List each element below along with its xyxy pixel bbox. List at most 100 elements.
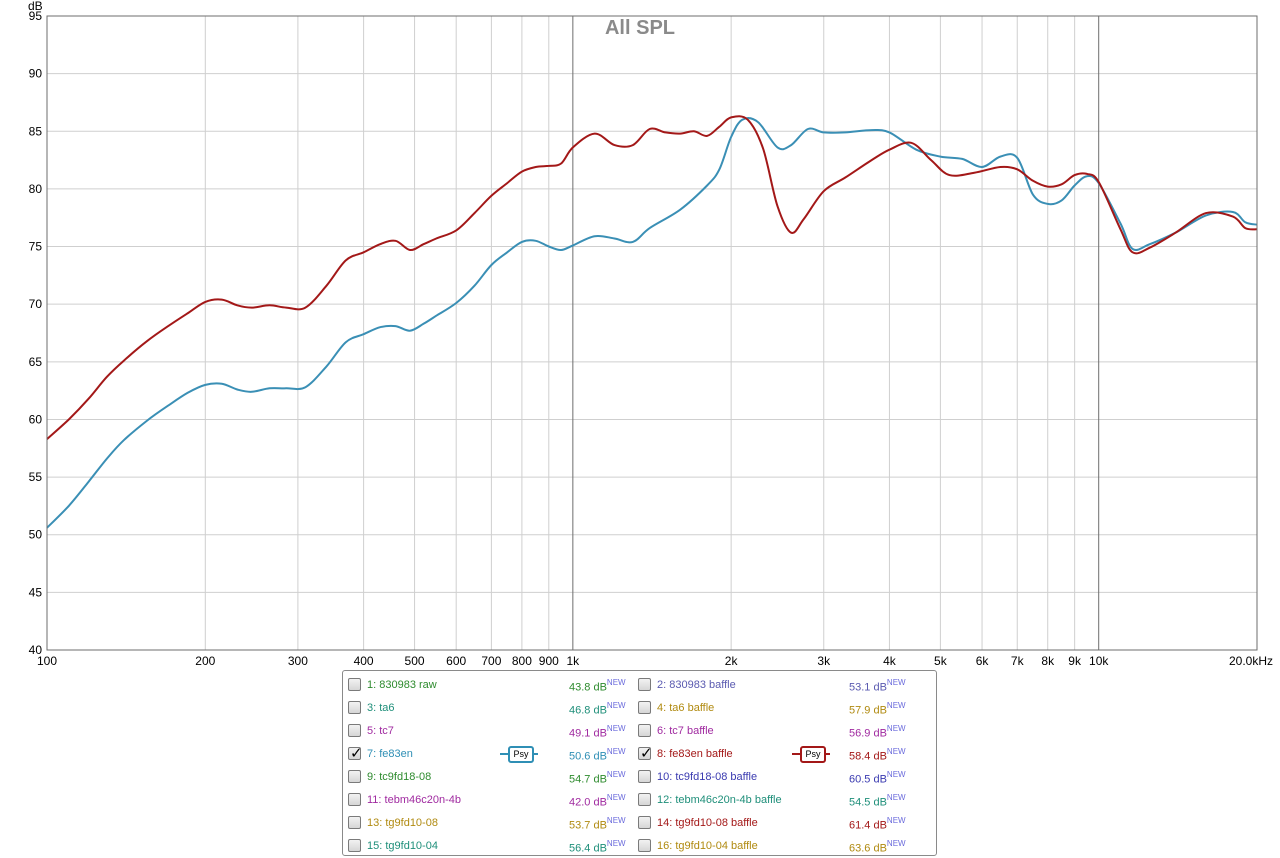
legend-item[interactable]: 11: tebm46c20n-4b 42.0 dBNEW — [348, 789, 633, 812]
legend-checkbox[interactable] — [348, 678, 361, 691]
legend-value-text: 61.4 dB — [849, 819, 887, 832]
x-tick-label: 7k — [1011, 654, 1025, 668]
legend-item[interactable]: 13: tg9fd10-08 53.7 dBNEW — [348, 812, 633, 835]
y-tick-label: 60 — [29, 412, 43, 426]
legend-checkbox[interactable] — [638, 793, 651, 806]
legend-checkbox[interactable] — [638, 701, 651, 714]
y-tick-label: 55 — [29, 470, 43, 484]
legend-value-text: 46.8 dB — [569, 704, 607, 717]
x-tick-label: 400 — [354, 654, 374, 668]
legend-item[interactable]: 10: tc9fd18-08 baffle 60.5 dBNEW — [638, 766, 923, 789]
x-tick-label: 800 — [512, 654, 532, 668]
legend-item[interactable]: ✓ 8: fe83en baffle Psy 58.4 dBNEW — [638, 743, 923, 766]
psy-smoothing-badge[interactable]: Psy — [792, 746, 830, 763]
y-tick-label: 85 — [29, 124, 43, 138]
legend-value: 46.8 dBNEW — [569, 701, 626, 717]
psy-smoothing-badge[interactable]: Psy — [500, 746, 538, 763]
legend-item[interactable]: 2: 830983 baffle 53.1 dBNEW — [638, 674, 923, 697]
plot-background — [47, 16, 1257, 650]
legend-checkbox[interactable] — [638, 816, 651, 829]
legend-row: 9: tc9fd18-08 54.7 dBNEW 10: tc9fd18-08 ba… — [343, 766, 936, 789]
legend-item[interactable]: ✓ 7: fe83en Psy 50.6 dBNEW — [348, 743, 633, 766]
legend-checkbox[interactable] — [348, 770, 361, 783]
legend-label: 6: tc7 baffle — [657, 725, 714, 737]
x-tick-label: 200 — [195, 654, 215, 668]
legend-checkbox[interactable] — [348, 839, 361, 852]
legend-value-text: 43.8 dB — [569, 681, 607, 694]
x-tick-label: 5k — [934, 654, 948, 668]
plot-frame — [46, 15, 1258, 651]
legend-item[interactable]: 4: ta6 baffle 57.9 dBNEW — [638, 697, 923, 720]
legend-value-text: 56.9 dB — [849, 727, 887, 740]
x-tick-label: 20.0kHz — [1229, 654, 1273, 668]
series-line-1 — [46, 117, 1258, 529]
legend-value: 50.6 dBNEW — [569, 747, 626, 763]
new-badge: NEW — [886, 793, 906, 802]
x-tick-label: 1k — [567, 654, 581, 668]
checkmark-icon: ✓ — [640, 744, 653, 762]
legend-checkbox[interactable] — [348, 701, 361, 714]
series-line-2 — [46, 115, 1258, 440]
legend-row: 3: ta6 46.8 dBNEW 4: ta6 baffle 57.9 dBNEW — [343, 697, 936, 720]
legend-item[interactable]: 14: tg9fd10-08 baffle 61.4 dBNEW — [638, 812, 923, 835]
legend-item[interactable]: 16: tg9fd10-04 baffle 63.6 dBNEW — [638, 835, 923, 858]
new-badge: NEW — [606, 701, 626, 710]
legend-item[interactable]: 5: tc7 49.1 dBNEW — [348, 720, 633, 743]
checkmark-icon: ✓ — [350, 744, 363, 762]
legend-checkbox[interactable] — [348, 793, 361, 806]
legend-item[interactable]: 15: tg9fd10-04 56.4 dBNEW — [348, 835, 633, 858]
new-badge: NEW — [606, 747, 626, 756]
legend-value: 60.5 dBNEW — [849, 770, 906, 786]
legend-label: 5: tc7 — [367, 725, 394, 737]
legend-row: ✓ 7: fe83en Psy 50.6 dBNEW ✓ 8: fe83en baffle… — [343, 743, 936, 766]
legend-value: 42.0 dBNEW — [569, 793, 626, 809]
legend-checkbox[interactable] — [348, 724, 361, 737]
legend-checkbox[interactable] — [348, 816, 361, 829]
legend-row: 5: tc7 49.1 dBNEW 6: tc7 baffle 56.9 dB NEW — [343, 720, 936, 743]
legend-row: 15: tg9fd10-04 56.4 dBNEW 16: tg9fd10-04 b… — [343, 835, 936, 858]
series-lines — [46, 115, 1258, 529]
legend-item[interactable]: 3: ta6 46.8 dBNEW — [348, 697, 633, 720]
x-tick-label: 300 — [288, 654, 308, 668]
legend-item[interactable]: 6: tc7 baffle 56.9 dBNEW — [638, 720, 923, 743]
legend-checkbox[interactable] — [638, 770, 651, 783]
x-tick-label: 100 — [37, 654, 57, 668]
legend-label: 3: ta6 — [367, 702, 395, 714]
legend-value: 54.5 dBNEW — [849, 793, 906, 809]
legend-value-text: 60.5 dB — [849, 773, 887, 786]
legend-value-text: 57.9 dB — [849, 704, 887, 717]
legend-value: 63.6 dBNEW — [849, 839, 906, 855]
legend-value-text: 54.5 dB — [849, 796, 887, 809]
legend-label: 13: tg9fd10-08 — [367, 817, 438, 829]
x-tick-label: 6k — [976, 654, 990, 668]
legend-checkbox[interactable] — [638, 678, 651, 691]
new-badge: NEW — [886, 701, 906, 710]
legend-checkbox[interactable]: ✓ — [348, 744, 363, 762]
legend-checkbox[interactable] — [638, 839, 651, 852]
legend-value: 58.4 dBNEW — [849, 747, 906, 763]
new-badge: NEW — [606, 724, 626, 733]
legend-item[interactable]: 12: tebm46c20n-4b baffle 54.5 dBNEW — [638, 789, 923, 812]
legend-value-text: 53.7 dB — [569, 819, 607, 832]
new-badge: NEW — [606, 770, 626, 779]
y-tick-label: 40 — [29, 643, 43, 657]
new-badge: NEW — [886, 747, 906, 756]
legend-row: 1: 830983 raw 43.8 dBNEW 2: 830983 baffle 5… — [343, 674, 936, 697]
legend-checkbox[interactable]: ✓ — [638, 744, 653, 762]
legend-value: 57.9 dBNEW — [849, 701, 906, 717]
legend-item[interactable]: 9: tc9fd18-08 54.7 dBNEW — [348, 766, 633, 789]
chart-title: All SPL — [605, 17, 675, 39]
legend-checkbox[interactable] — [638, 724, 651, 737]
x-tick-label: 700 — [481, 654, 501, 668]
y-tick-label: 75 — [29, 240, 43, 254]
legend-value: 53.1 dBNEW — [849, 678, 906, 694]
legend-item[interactable]: 1: 830983 raw 43.8 dBNEW — [348, 674, 633, 697]
legend-value-text: 58.4 dB — [849, 750, 887, 763]
legend-value-text: 50.6 dB — [569, 750, 607, 763]
legend-label: 14: tg9fd10-08 baffle — [657, 817, 758, 829]
y-tick-label: 45 — [29, 585, 43, 599]
legend-row: 11: tebm46c20n-4b 42.0 dBNEW 12: tebm46c20… — [343, 789, 936, 812]
y-axis-unit: dB — [28, 0, 43, 13]
legend-label: 12: tebm46c20n-4b baffle — [657, 794, 782, 806]
legend-label: 1: 830983 raw — [367, 679, 437, 691]
